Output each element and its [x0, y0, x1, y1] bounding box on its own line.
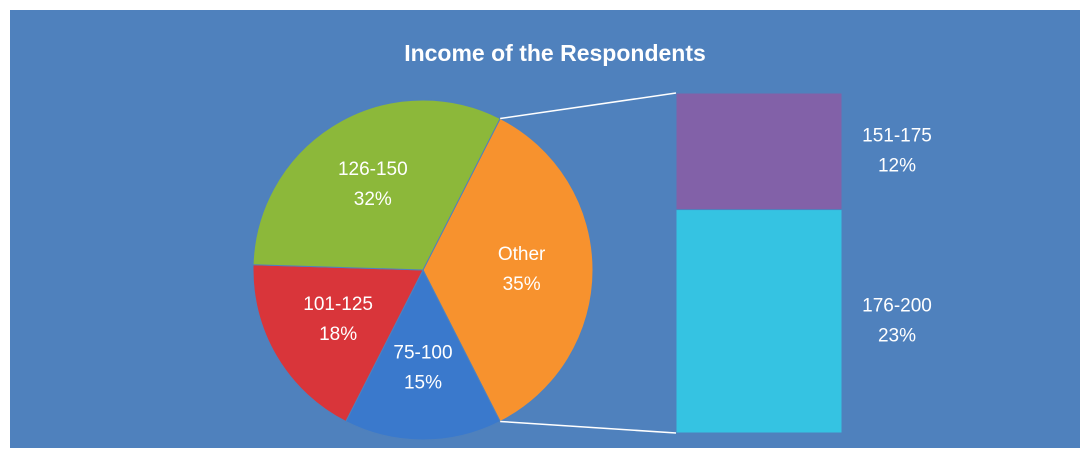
- segment-category-label: 176-200: [862, 295, 932, 316]
- pie-slice: [422, 117, 594, 423]
- slice-value-label: 32%: [354, 189, 392, 210]
- chart-title: Income of the Respondents: [404, 40, 706, 66]
- slice-value-label: 35%: [503, 274, 541, 295]
- connector-line: [500, 92, 677, 120]
- segment-category-label: 151-175: [862, 125, 932, 146]
- pie-slice: [252, 264, 424, 423]
- slice-category-label: 75-100: [393, 343, 452, 364]
- pie-slice: [345, 268, 501, 441]
- segment-value-label: 23%: [878, 325, 916, 346]
- connector-line: [500, 420, 677, 434]
- bar-segment: [675, 209, 843, 434]
- slice-value-label: 18%: [319, 324, 357, 345]
- slice-category-label: 101-125: [303, 294, 373, 315]
- pie-slice: [252, 99, 501, 271]
- bar-segment: [675, 92, 843, 211]
- slice-value-label: 15%: [404, 373, 442, 394]
- segment-value-label: 12%: [878, 155, 916, 176]
- slice-category-label: Other: [498, 244, 546, 265]
- slice-category-label: 126-150: [338, 159, 408, 180]
